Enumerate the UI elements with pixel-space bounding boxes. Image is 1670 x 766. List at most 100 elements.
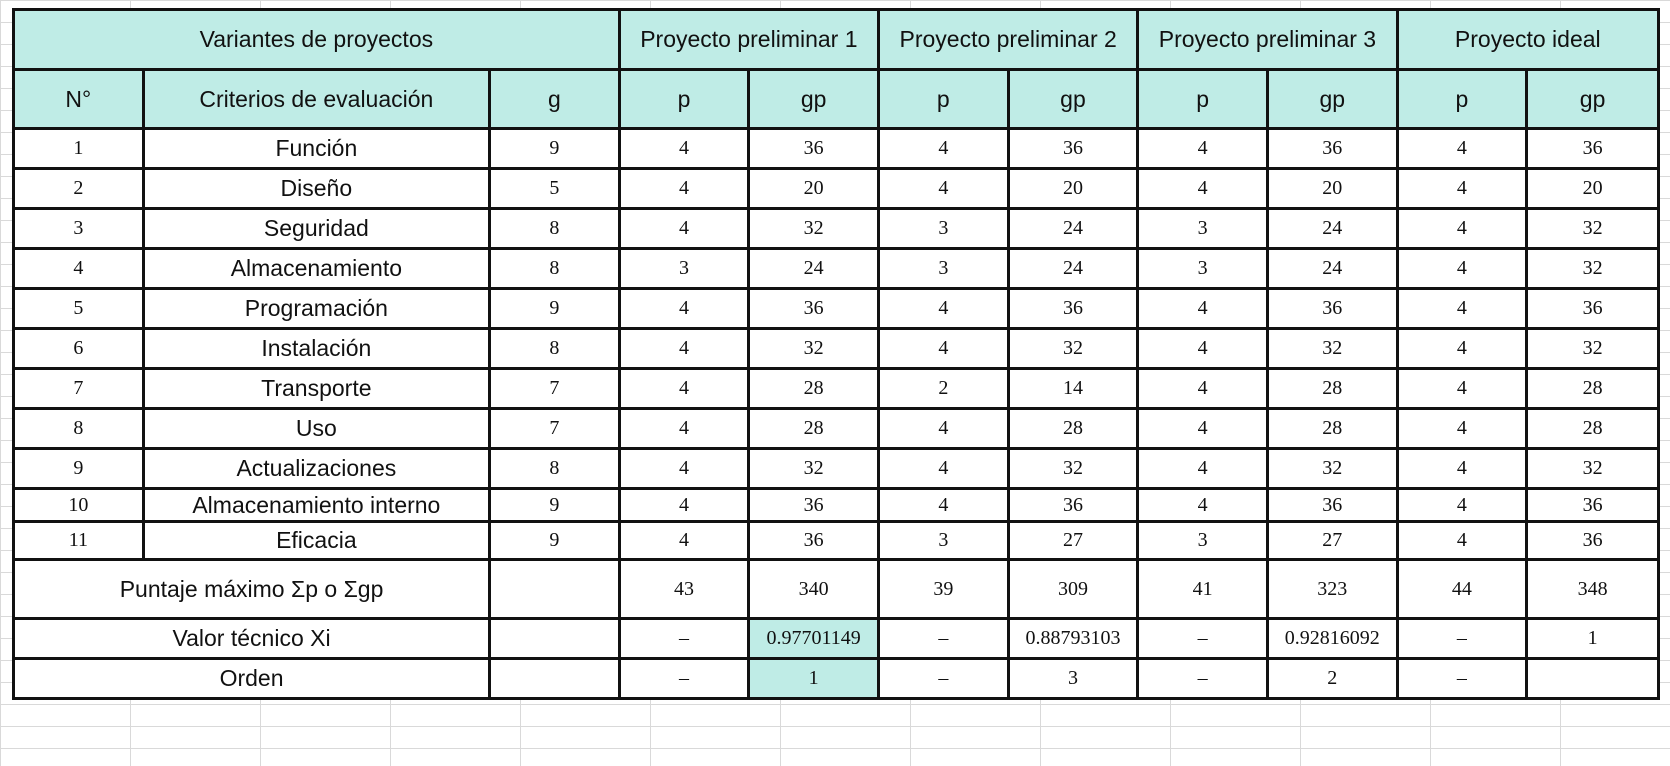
weight-g[interactable]: 9 bbox=[488, 287, 621, 330]
weight-g[interactable]: 9 bbox=[488, 127, 621, 170]
score-gp3[interactable]: 36 bbox=[1265, 127, 1399, 170]
score-p1[interactable]: 4 bbox=[617, 167, 751, 210]
score-p3[interactable]: 3 bbox=[1136, 247, 1269, 290]
weight-g[interactable]: 9 bbox=[488, 520, 621, 561]
score-p3[interactable]: 4 bbox=[1136, 447, 1269, 490]
col-pi-header[interactable]: p bbox=[1395, 68, 1529, 130]
row-number[interactable]: 8 bbox=[12, 407, 145, 450]
score-p3[interactable]: 4 bbox=[1136, 407, 1269, 450]
score-gpi[interactable]: 36 bbox=[1525, 487, 1660, 523]
weight-g[interactable]: 8 bbox=[488, 247, 621, 290]
score-p1[interactable]: 4 bbox=[617, 520, 751, 561]
score-gp3[interactable]: 28 bbox=[1265, 367, 1399, 410]
weight-g[interactable]: 8 bbox=[488, 327, 621, 370]
criteria-name[interactable]: Seguridad bbox=[141, 207, 492, 250]
criteria-name[interactable]: Actualizaciones bbox=[141, 447, 492, 490]
score-gpi[interactable]: 36 bbox=[1525, 287, 1660, 330]
row-number[interactable]: 3 bbox=[12, 207, 145, 250]
highlighted-cell[interactable]: 0.97701149 bbox=[747, 617, 880, 660]
score-p3[interactable]: 4 bbox=[1136, 487, 1269, 523]
score-gp1[interactable]: 32 bbox=[747, 327, 880, 370]
project-2-header[interactable]: Proyecto preliminar 2 bbox=[876, 8, 1140, 71]
score-p1[interactable]: 4 bbox=[617, 407, 751, 450]
weight-g[interactable]: 8 bbox=[488, 447, 621, 490]
table-cell[interactable]: – bbox=[617, 617, 751, 660]
col-criteria-header[interactable]: Criterios de evaluación bbox=[141, 68, 492, 130]
score-gpi[interactable]: 28 bbox=[1525, 367, 1660, 410]
score-p3[interactable]: 4 bbox=[1136, 367, 1269, 410]
table-cell[interactable]: – bbox=[1136, 657, 1269, 700]
score-p3[interactable]: 4 bbox=[1136, 127, 1269, 170]
score-p2[interactable]: 4 bbox=[877, 127, 1010, 170]
score-p2[interactable]: 4 bbox=[877, 327, 1010, 370]
table-cell[interactable]: 348 bbox=[1525, 558, 1660, 620]
table-cell[interactable]: 2 bbox=[1265, 657, 1399, 700]
score-gp2[interactable]: 32 bbox=[1006, 327, 1140, 370]
criteria-name[interactable]: Instalación bbox=[141, 327, 492, 370]
score-p2[interactable]: 4 bbox=[877, 287, 1010, 330]
score-p2[interactable]: 3 bbox=[877, 207, 1010, 250]
score-pi[interactable]: 4 bbox=[1395, 287, 1529, 330]
score-p1[interactable]: 4 bbox=[617, 207, 751, 250]
score-p3[interactable]: 4 bbox=[1136, 167, 1269, 210]
row-number[interactable]: 4 bbox=[12, 247, 145, 290]
score-gp3[interactable]: 32 bbox=[1265, 327, 1399, 370]
score-gpi[interactable]: 32 bbox=[1525, 327, 1660, 370]
table-cell[interactable]: – bbox=[877, 657, 1010, 700]
score-gpi[interactable]: 32 bbox=[1525, 447, 1660, 490]
score-gp2[interactable]: 14 bbox=[1006, 367, 1140, 410]
table-cell[interactable]: 323 bbox=[1265, 558, 1399, 620]
criteria-name[interactable]: Almacenamiento interno bbox=[141, 487, 492, 523]
table-cell[interactable]: 0.88793103 bbox=[1006, 617, 1140, 660]
table-cell[interactable]: – bbox=[617, 657, 751, 700]
table-cell[interactable]: 44 bbox=[1395, 558, 1529, 620]
col-g-header[interactable]: g bbox=[488, 68, 621, 130]
score-p1[interactable]: 4 bbox=[617, 447, 751, 490]
table-cell[interactable]: 1 bbox=[1525, 617, 1660, 660]
score-gp3[interactable]: 32 bbox=[1265, 447, 1399, 490]
score-gp2[interactable]: 24 bbox=[1006, 207, 1140, 250]
max-score-label[interactable]: Puntaje máximo Σp o Σgp bbox=[11, 558, 492, 620]
score-p2[interactable]: 4 bbox=[877, 167, 1010, 210]
row-number[interactable]: 6 bbox=[12, 327, 145, 370]
project-3-header[interactable]: Proyecto preliminar 3 bbox=[1136, 8, 1399, 71]
row-number[interactable]: 10 bbox=[12, 487, 145, 523]
table-cell[interactable] bbox=[488, 617, 621, 660]
score-p1[interactable]: 4 bbox=[617, 127, 751, 170]
table-cell[interactable]: – bbox=[1136, 617, 1269, 660]
table-cell[interactable]: 3 bbox=[1006, 657, 1140, 700]
criteria-name[interactable]: Transporte bbox=[141, 367, 492, 410]
score-gpi[interactable]: 28 bbox=[1525, 407, 1660, 450]
score-pi[interactable]: 4 bbox=[1395, 447, 1529, 490]
score-gp1[interactable]: 36 bbox=[747, 127, 880, 170]
weight-g[interactable]: 7 bbox=[488, 367, 621, 410]
table-cell[interactable]: – bbox=[877, 617, 1010, 660]
row-number[interactable]: 5 bbox=[12, 287, 145, 330]
score-gp2[interactable]: 36 bbox=[1006, 487, 1140, 523]
score-pi[interactable]: 4 bbox=[1395, 487, 1529, 523]
criteria-name[interactable]: Eficacia bbox=[141, 520, 492, 561]
score-p2[interactable]: 2 bbox=[877, 367, 1010, 410]
criteria-name[interactable]: Programación bbox=[141, 287, 492, 330]
score-pi[interactable]: 4 bbox=[1395, 127, 1529, 170]
table-cell[interactable] bbox=[488, 558, 621, 620]
col-p3-header[interactable]: p bbox=[1136, 68, 1269, 130]
score-gp2[interactable]: 36 bbox=[1006, 127, 1140, 170]
table-cell[interactable]: 41 bbox=[1136, 558, 1269, 620]
score-pi[interactable]: 4 bbox=[1395, 327, 1529, 370]
table-cell[interactable]: 309 bbox=[1006, 558, 1140, 620]
score-pi[interactable]: 4 bbox=[1395, 407, 1529, 450]
score-pi[interactable]: 4 bbox=[1395, 520, 1529, 561]
technical-value-label[interactable]: Valor técnico Xi bbox=[11, 617, 492, 660]
score-gp1[interactable]: 20 bbox=[747, 167, 880, 210]
score-p1[interactable]: 4 bbox=[617, 487, 751, 523]
score-pi[interactable]: 4 bbox=[1395, 207, 1529, 250]
highlighted-cell[interactable]: 1 bbox=[747, 657, 880, 700]
score-pi[interactable]: 4 bbox=[1395, 367, 1529, 410]
score-gp1[interactable]: 28 bbox=[747, 367, 880, 410]
score-gp1[interactable]: 32 bbox=[747, 207, 880, 250]
col-p2-header[interactable]: p bbox=[877, 68, 1010, 130]
score-gp2[interactable]: 32 bbox=[1006, 447, 1140, 490]
row-number[interactable]: 7 bbox=[12, 367, 145, 410]
score-gpi[interactable]: 32 bbox=[1525, 207, 1660, 250]
